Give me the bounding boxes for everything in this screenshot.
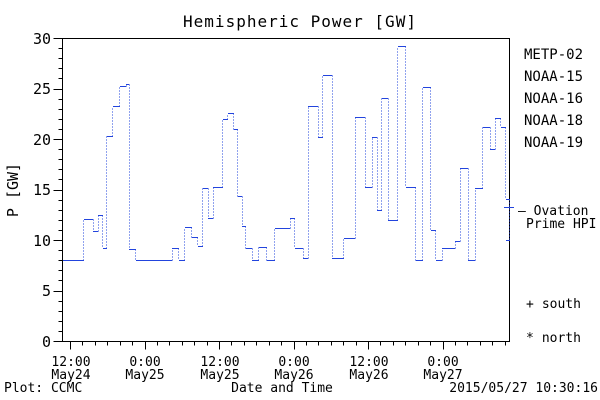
y-tick-label: 5	[42, 282, 51, 300]
y-tick-label: 20	[33, 131, 51, 149]
asterisk-icon: *	[526, 331, 534, 346]
x-tick-label-date: May27	[423, 368, 462, 383]
south-label: south	[542, 297, 581, 312]
x-tick-label-date: May25	[200, 368, 239, 383]
x-tick-label-time: 12:00	[349, 355, 388, 370]
y-tick-label: 10	[33, 232, 51, 250]
footer-timestamp: 2015/05/27 10:30:16	[449, 381, 598, 396]
satellite-legend: METP-02 NOAA-15 NOAA-16 NOAA-18 NOAA-19	[524, 47, 583, 151]
ovation-label-line2: Prime HPI	[526, 217, 596, 232]
y-tick-label: 0	[42, 333, 51, 351]
y-axis-label: P [GW]	[4, 163, 22, 217]
plot-area: 05101520253012:00May240:00May2512:00May2…	[33, 30, 510, 383]
legend-item-noaa-19: NOAA-19	[524, 135, 583, 151]
y-tick-label: 25	[33, 80, 51, 98]
hemisphere-markers: + south * north	[526, 297, 581, 346]
south-marker: + south	[526, 297, 581, 312]
legend-item-noaa-15: NOAA-15	[524, 69, 583, 85]
north-label: north	[542, 331, 581, 346]
y-tick-label: 15	[33, 181, 51, 199]
north-marker: * north	[526, 331, 581, 346]
y-tick-label: 30	[33, 30, 51, 48]
x-tick-label-time: 0:00	[278, 355, 309, 370]
plus-icon: +	[526, 297, 534, 312]
x-tick-label-time: 12:00	[51, 355, 90, 370]
legend-item-noaa-16: NOAA-16	[524, 91, 583, 107]
x-axis-label: Date and Time	[231, 381, 333, 396]
footer-plot-source: Plot: CCMC	[4, 381, 82, 396]
legend-item-noaa-18: NOAA-18	[524, 113, 583, 129]
x-tick-label-time: 0:00	[129, 355, 160, 370]
x-tick-label-date: May25	[125, 368, 164, 383]
ovation-legend: – Ovation Prime HPI	[504, 204, 596, 232]
x-tick-label-time: 0:00	[427, 355, 458, 370]
x-tick-label-date: May26	[349, 368, 388, 383]
x-tick-label-date: May26	[274, 368, 313, 383]
page-title: Hemispheric Power [GW]	[183, 12, 417, 31]
ovation-label-line1: – Ovation	[518, 204, 588, 219]
x-tick-label-time: 12:00	[200, 355, 239, 370]
x-tick-label-date: May24	[51, 368, 90, 383]
footer: Plot: CCMC Date and Time 2015/05/27 10:3…	[4, 381, 598, 396]
legend-item-metp-02: METP-02	[524, 47, 583, 63]
